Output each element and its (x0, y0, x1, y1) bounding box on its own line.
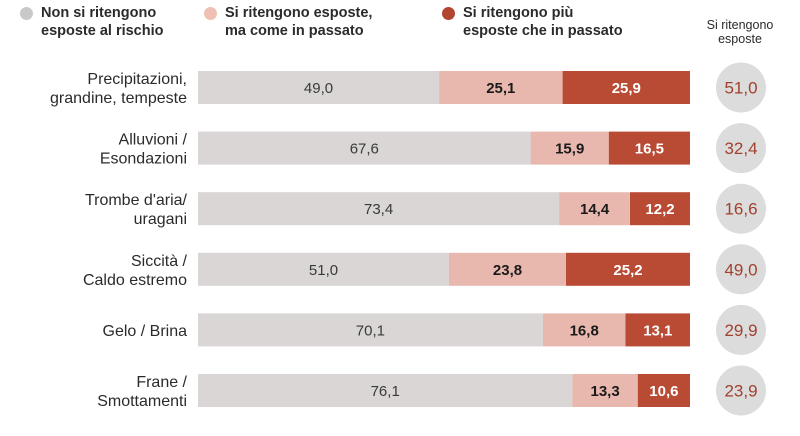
bar-segment-not-exposed (198, 252, 449, 286)
data-label-exposed-more: 25,9 (612, 80, 641, 97)
data-label-exposed-more: 10,6 (649, 383, 678, 400)
data-label-exposed-same: 13,3 (590, 383, 619, 400)
bar-segment-exposed-same (439, 71, 563, 104)
bar-segment-exposed-more (566, 252, 690, 286)
bar-segment-exposed-more (637, 374, 690, 407)
category-label: Gelo / Brina (103, 323, 188, 340)
total-circle (716, 304, 766, 355)
bar-segment-not-exposed (198, 71, 440, 104)
data-label-not-exposed: 51,0 (309, 262, 338, 279)
legend-label-exposed-same: Si ritengono esposte, ma come in passato (225, 5, 373, 39)
data-label-not-exposed: 73,4 (364, 201, 393, 218)
bar-segment-not-exposed (198, 313, 543, 347)
total-circle (716, 123, 766, 174)
total-value-label: 51,0 (724, 79, 757, 98)
category-label: Alluvioni / Esondazioni (100, 132, 188, 168)
total-value-label: 32,4 (724, 139, 757, 158)
legend-item-exposed-more: Si ritengono più esposte che in passato (442, 4, 623, 40)
category-label-line: grandine, tempeste (50, 90, 187, 107)
data-label-exposed-same: 23,8 (493, 262, 522, 279)
category-label: Siccità / Caldo estremo (83, 253, 188, 289)
data-label-not-exposed: 76,1 (371, 383, 400, 400)
bar-segment-not-exposed (198, 131, 531, 165)
data-label-not-exposed: 67,6 (350, 141, 379, 158)
legend-dot-not-exposed (20, 7, 33, 20)
category-label-line: Precipitazioni, (87, 71, 187, 88)
total-circle (716, 62, 766, 113)
category-label-line: Esondazioni (100, 151, 187, 168)
legend-dot-exposed-same (204, 7, 217, 20)
category-label-line: Smottamenti (97, 393, 187, 410)
legend-item-not-exposed: Non si ritengono esposte al rischio (20, 4, 164, 40)
total-value-label: 16,6 (724, 200, 757, 219)
data-label-exposed-more: 13,1 (643, 322, 672, 339)
category-label: Precipitazioni, grandine, tempeste (50, 71, 187, 107)
legend: Non si ritengono esposte al rischio Si r… (0, 4, 800, 48)
bar-segment-exposed-same (530, 131, 609, 165)
category-label-line: Siccità / (131, 253, 188, 270)
bar-segment-exposed-more (608, 131, 690, 165)
category-label-line: uragani (134, 211, 187, 228)
category-label: Frane / Smottamenti (97, 374, 187, 410)
bar-segment-exposed-more (562, 71, 690, 104)
bar-segment-exposed-more (625, 313, 690, 347)
bar-segment-exposed-same (542, 313, 626, 347)
data-label-not-exposed: 70,1 (356, 322, 385, 339)
total-value-label: 29,9 (724, 321, 757, 340)
bar-segment-exposed-same (559, 192, 630, 226)
legend-dot-exposed-more (442, 7, 455, 20)
total-circle (716, 365, 766, 416)
totals-header: Si ritengono esposte (706, 18, 774, 46)
data-label-exposed-same: 15,9 (555, 141, 584, 158)
legend-label-not-exposed: Non si ritengono esposte al rischio (41, 5, 164, 39)
legend-item-exposed-same: Si ritengono esposte, ma come in passato (204, 4, 372, 40)
total-value-label: 23,9 (724, 382, 757, 401)
category-label-line: Frane / (136, 374, 187, 391)
bar-segment-not-exposed (198, 192, 560, 226)
data-label-exposed-more: 16,5 (635, 141, 664, 158)
category-label: Trombe d'aria/uragani (85, 192, 188, 228)
category-label-line: Alluvioni / (119, 132, 188, 149)
total-value-label: 49,0 (724, 260, 757, 279)
data-label-not-exposed: 49,0 (304, 80, 333, 97)
data-label-exposed-more: 12,2 (645, 201, 674, 218)
legend-label-exposed-more: Si ritengono più esposte che in passato (463, 5, 623, 39)
category-label-line: Gelo / Brina (103, 323, 188, 340)
bar-segment-exposed-more (630, 192, 690, 226)
bar-segment-exposed-same (572, 374, 638, 407)
category-label-line: Trombe d'aria/ (85, 192, 188, 209)
data-label-exposed-more: 25,2 (613, 262, 642, 279)
data-label-exposed-same: 25,1 (486, 80, 515, 97)
total-circle (716, 244, 766, 295)
bar-segment-exposed-same (448, 252, 566, 286)
category-label-line: Caldo estremo (83, 272, 187, 289)
data-label-exposed-same: 16,8 (570, 322, 599, 339)
data-label-exposed-same: 14,4 (580, 201, 610, 218)
bar-segment-not-exposed (198, 374, 573, 407)
total-circle (716, 183, 766, 234)
